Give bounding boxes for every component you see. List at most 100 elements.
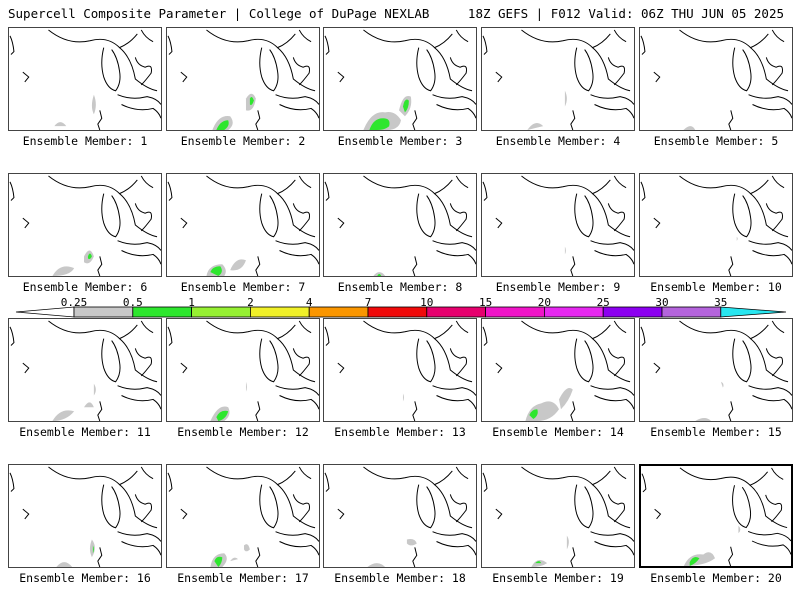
great-lakes-map xyxy=(482,175,634,276)
scp-shading xyxy=(54,122,67,127)
ensemble-member-label: Ensemble Member: 6 xyxy=(22,280,148,294)
coastline-outline xyxy=(9,466,161,567)
scp-shading xyxy=(373,272,386,276)
ensemble-member-map xyxy=(166,173,320,277)
scp-shading xyxy=(564,246,566,255)
scp-shading xyxy=(558,388,573,410)
coastline-outline xyxy=(324,320,476,421)
coastline-outline xyxy=(324,466,476,567)
ensemble-member-label: Ensemble Member: 5 xyxy=(653,134,779,148)
great-lakes-map xyxy=(640,175,792,276)
ensemble-member-map xyxy=(639,173,793,277)
legend-swatch xyxy=(249,306,310,318)
legend-tick-label: 2 xyxy=(247,296,254,309)
ensemble-member-map xyxy=(166,318,320,422)
ensemble-member-map xyxy=(639,27,793,131)
coastline-outline xyxy=(324,175,476,276)
ensemble-member-map xyxy=(8,27,162,131)
scp-shading xyxy=(720,381,724,388)
scp-shading xyxy=(216,410,229,421)
coastline-outline xyxy=(482,466,634,567)
scp-shading xyxy=(91,94,96,115)
ensemble-member-map xyxy=(323,173,477,277)
scp-shading xyxy=(406,539,417,546)
great-lakes-map xyxy=(167,29,319,130)
legend-swatch xyxy=(661,306,722,318)
legend-tick-label: 20 xyxy=(537,296,552,309)
ensemble-member-map xyxy=(323,27,477,131)
scp-shading xyxy=(92,545,94,554)
coastline-outline xyxy=(167,175,319,276)
ensemble-member-label: Ensemble Member: 14 xyxy=(492,425,624,439)
coastline-outline xyxy=(167,466,319,567)
scp-shading xyxy=(216,120,229,130)
legend-swatch xyxy=(73,306,134,318)
scp-shading xyxy=(531,559,548,567)
scp-shading xyxy=(402,393,404,402)
scp-shading xyxy=(402,99,409,113)
great-lakes-map xyxy=(482,466,634,567)
legend-color-bar xyxy=(15,306,787,318)
legend-swatch xyxy=(544,306,604,318)
legend-swatch xyxy=(367,306,428,318)
scp-shading xyxy=(535,561,542,564)
page-title: Supercell Composite Parameter | College … xyxy=(8,6,430,21)
ensemble-member-label: Ensemble Member: 8 xyxy=(337,280,463,294)
ensemble-member-label: Ensemble Member: 11 xyxy=(19,425,151,439)
ensemble-member-label: Ensemble Member: 20 xyxy=(650,571,782,585)
scp-shading xyxy=(89,539,95,558)
legend-swatch xyxy=(308,306,369,318)
scp-shading xyxy=(230,259,246,271)
scp-shading xyxy=(736,236,738,241)
ensemble-member-map xyxy=(8,464,162,568)
ensemble-member-map xyxy=(323,464,477,568)
great-lakes-map xyxy=(167,466,319,567)
great-lakes-map xyxy=(324,466,476,567)
scp-shading xyxy=(564,90,567,107)
scp-shading xyxy=(527,122,544,130)
ensemble-member-map xyxy=(166,464,320,568)
scp-shading xyxy=(52,410,75,421)
scp-shading xyxy=(377,274,382,276)
scp-shading xyxy=(93,383,96,396)
scp-shading xyxy=(243,544,250,552)
great-lakes-map xyxy=(167,320,319,421)
scp-shading xyxy=(689,557,700,566)
scp-shading xyxy=(683,126,696,130)
scp-shading xyxy=(214,556,223,567)
ensemble-member-label: Ensemble Member: 2 xyxy=(180,134,306,148)
legend-swatch xyxy=(132,306,193,318)
great-lakes-map xyxy=(9,175,161,276)
scp-shading xyxy=(230,557,239,562)
scp-shading xyxy=(249,97,254,105)
great-lakes-map xyxy=(324,175,476,276)
ensemble-member-label: Ensemble Member: 16 xyxy=(19,571,151,585)
ensemble-member-map xyxy=(8,173,162,277)
legend-tick-label: 7 xyxy=(364,296,372,309)
legend-tick-label: 1 xyxy=(188,296,195,309)
ensemble-member-label: Ensemble Member: 9 xyxy=(495,280,621,294)
coastline-outline xyxy=(640,320,792,421)
scp-shading xyxy=(695,418,712,421)
ensemble-member-label: Ensemble Member: 15 xyxy=(650,425,782,439)
scp-shading xyxy=(367,563,386,567)
coastline-outline xyxy=(9,29,161,130)
coastline-outline xyxy=(482,175,634,276)
legend-swatch xyxy=(426,306,486,318)
ensemble-member-label: Ensemble Member: 7 xyxy=(180,280,306,294)
ensemble-member-map xyxy=(166,27,320,131)
ensemble-member-map xyxy=(639,318,793,422)
ensemble-member-map xyxy=(481,318,635,422)
scp-shading xyxy=(84,402,94,408)
coastline-outline xyxy=(9,175,161,276)
scp-shading xyxy=(56,562,73,567)
great-lakes-map xyxy=(9,466,161,567)
great-lakes-map xyxy=(324,29,476,130)
ensemble-member-label: Ensemble Member: 3 xyxy=(337,134,463,148)
color-legend: 0.25 0.5 1 2 4 7 10 15 20 25 30 35 xyxy=(0,296,800,320)
legend-tick-label: 4 xyxy=(305,296,313,309)
great-lakes-map xyxy=(641,467,791,566)
scp-shading xyxy=(529,409,538,420)
ensemble-member-label: Ensemble Member: 12 xyxy=(177,425,309,439)
ensemble-member-label: Ensemble Member: 10 xyxy=(650,280,782,294)
